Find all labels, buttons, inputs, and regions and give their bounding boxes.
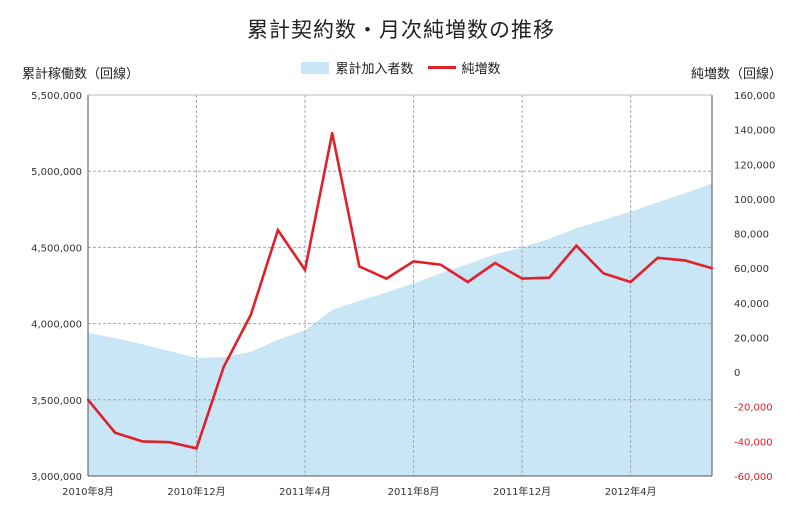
net-increase-point	[439, 263, 442, 266]
left-tick-label: 4,000,000	[31, 320, 82, 331]
line-net-increase	[86, 132, 713, 450]
x-tick-label: 2012年4月	[605, 485, 657, 498]
chart-title: 累計契約数・月次純増数の推移	[247, 18, 555, 42]
legend-label-cumulative: 累計加入者数	[335, 62, 414, 77]
net-increase-point	[385, 277, 388, 280]
net-increase-point	[710, 266, 714, 270]
right-tick-label: 140,000	[734, 126, 775, 137]
right-tick-label: -60,000	[734, 472, 773, 483]
x-tick-label: 2011年12月	[493, 485, 551, 498]
right-tick-label: 0	[734, 368, 740, 379]
net-increase-point	[168, 441, 171, 444]
net-increase-point	[195, 447, 198, 450]
right-tick-label: 100,000	[734, 195, 775, 206]
right-tick-label: 60,000	[734, 264, 769, 275]
net-increase-point	[303, 268, 307, 272]
area-cumulative-subscribers	[88, 183, 712, 476]
net-increase-point	[629, 280, 632, 284]
right-tick-label: -20,000	[734, 403, 773, 414]
legend-label-net-increase: 純増数	[461, 62, 501, 77]
legend-item-net-increase: 純増数	[427, 58, 501, 77]
net-increase-point	[222, 365, 225, 369]
left-tick-label: 4,500,000	[31, 243, 82, 254]
net-increase-point	[249, 313, 252, 317]
net-increase-point	[86, 398, 90, 401]
right-tick-label: 120,000	[734, 160, 775, 171]
left-tick-label: 3,500,000	[31, 396, 82, 407]
right-tick-label: 160,000	[734, 91, 775, 102]
net-increase-point	[358, 265, 361, 268]
right-tick-label: 20,000	[734, 333, 769, 344]
right-tick-label: 80,000	[734, 230, 769, 241]
net-increase-point	[548, 276, 551, 279]
left-axis-label: 累計稼働数（回線）	[22, 67, 140, 82]
net-increase-point	[113, 431, 117, 434]
net-increase-point	[412, 260, 415, 263]
net-increase-point	[683, 259, 687, 262]
legend-item-cumulative: 累計加入者数	[301, 58, 414, 77]
net-increase-point	[141, 440, 144, 443]
left-tick-label: 5,500,000	[31, 91, 82, 102]
right-tick-label: 40,000	[734, 299, 769, 310]
net-increase-point	[493, 261, 497, 265]
legend-swatch-line	[427, 66, 456, 69]
legend: 累計加入者数 純増数	[0, 58, 802, 77]
x-tick-label: 2010年12月	[167, 485, 225, 498]
net-increase-point	[466, 280, 470, 284]
legend-swatch-area	[301, 61, 330, 74]
net-increase-point	[656, 256, 659, 259]
x-tick-label: 2011年8月	[388, 485, 440, 498]
x-tick-label: 2011年4月	[279, 485, 331, 498]
x-tick-label: 2010年8月	[62, 485, 114, 498]
left-tick-label: 3,000,000	[31, 472, 82, 483]
net-increase-point	[330, 131, 334, 135]
net-increase-point	[575, 244, 578, 247]
right-tick-label: -40,000	[734, 437, 773, 448]
net-increase-point	[602, 272, 605, 275]
net-increase-point	[520, 277, 524, 280]
right-axis-label: 純増数（回線）	[690, 67, 782, 82]
left-tick-label: 5,000,000	[31, 167, 82, 178]
net-increase-point	[276, 228, 280, 232]
